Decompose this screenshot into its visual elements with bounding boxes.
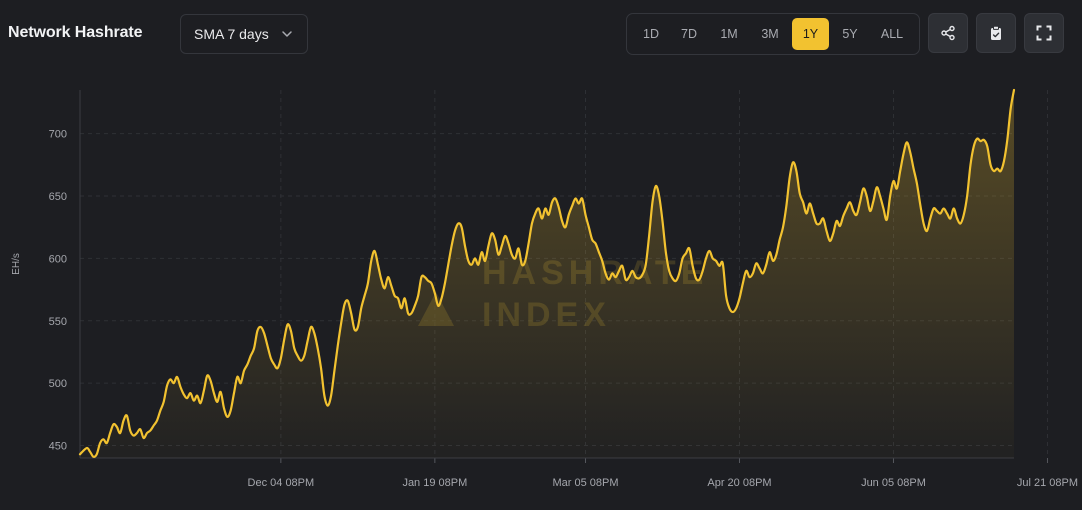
y-tick-label: 650 (49, 191, 67, 203)
range-7d-button[interactable]: 7D (681, 27, 697, 41)
hashrate-area (80, 90, 1014, 458)
y-axis-label: EH/s (11, 253, 22, 275)
chart-series (78, 88, 1016, 458)
copy-button[interactable] (976, 13, 1016, 53)
hashrate-line (78, 88, 1016, 458)
x-tick-label: Mar 05 08PM (552, 477, 618, 489)
clipboard-icon (991, 25, 1001, 40)
chevron-down-icon (282, 31, 292, 37)
y-tick-label: 500 (49, 378, 67, 390)
x-tick-label: Apr 20 08PM (707, 477, 771, 489)
y-tick-label: 700 (49, 129, 67, 141)
share-button[interactable] (928, 13, 968, 53)
fullscreen-button[interactable] (1024, 13, 1064, 53)
range-1d-button[interactable]: 1D (643, 27, 659, 41)
fullscreen-icon (1036, 25, 1052, 41)
chart-header: Network Hashrate SMA 7 days 1D 7D 1M 3M … (0, 0, 1082, 70)
time-range-selector: 1D 7D 1M 3M 1Y 5Y ALL (626, 13, 920, 55)
x-tick-label: Jul 21 08PM (1017, 477, 1078, 489)
x-tick-label: Jun 05 08PM (861, 477, 926, 489)
y-tick-label: 600 (49, 253, 67, 265)
y-tick-label: 450 (49, 441, 67, 453)
x-tick-label: Dec 04 08PM (248, 477, 315, 489)
range-1y-button[interactable]: 1Y (792, 18, 829, 50)
share-icon (941, 25, 955, 41)
dropdown-value: SMA 7 days (194, 26, 269, 42)
range-3m-button[interactable]: 3M (761, 27, 779, 41)
y-tick-label: 550 (49, 316, 67, 328)
page-title: Network Hashrate (8, 24, 143, 41)
range-5y-button[interactable]: 5Y (842, 27, 858, 41)
range-1m-button[interactable]: 1M (720, 27, 738, 41)
sma-dropdown[interactable]: SMA 7 days (180, 14, 308, 54)
range-all-button[interactable]: ALL (880, 27, 904, 41)
x-tick-label: Jan 19 08PM (402, 477, 467, 489)
